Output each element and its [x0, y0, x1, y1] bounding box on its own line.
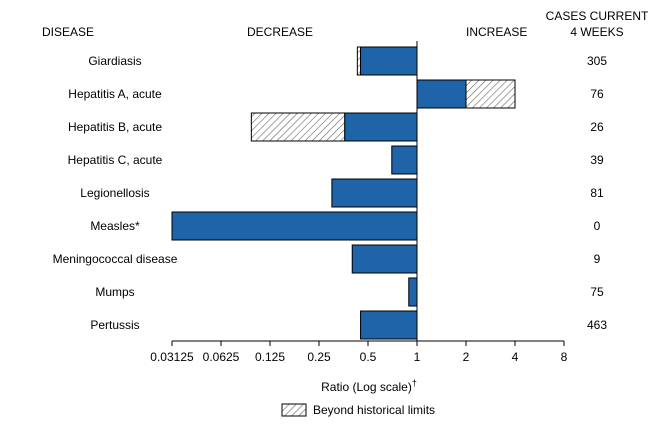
- cases-count: 75: [590, 285, 604, 299]
- category-label: Legionellosis: [80, 186, 149, 200]
- beyond-limits-segment: [465, 79, 516, 109]
- cases-count: 463: [587, 318, 607, 332]
- x-tick-label: 4: [512, 350, 519, 364]
- cases-header-line2: 4 WEEKS: [570, 25, 623, 39]
- increase-header: INCREASE: [466, 25, 527, 39]
- x-tick-label: 1: [414, 350, 421, 364]
- x-tick-label: 2: [463, 350, 470, 364]
- disease-header: DISEASE: [42, 25, 94, 39]
- cases-count: 26: [590, 120, 604, 134]
- x-tick-label: 0.25: [307, 350, 331, 364]
- ratio-bar: [171, 211, 418, 241]
- x-tick-label: 0.0625: [203, 350, 240, 364]
- category-label: Meningococcal disease: [53, 252, 178, 266]
- cases-count: 81: [590, 186, 604, 200]
- cases-count: 76: [590, 87, 604, 101]
- category-label: Giardiasis: [88, 54, 141, 68]
- cases-count: 39: [590, 153, 604, 167]
- ratio-bar: [408, 277, 418, 307]
- category-label: Mumps: [95, 285, 134, 299]
- x-axis: 0.03125 0.0625 0.125 0.25 0.5 1 2 4 8: [150, 41, 568, 364]
- x-tick-label: 8: [561, 350, 568, 364]
- x-axis-title-dagger: †: [412, 378, 417, 388]
- category-label: Hepatitis C, acute: [68, 153, 163, 167]
- beyond-limits-segment: [250, 112, 346, 142]
- category-label: Measles*: [90, 219, 140, 233]
- ratio-bar: [344, 112, 418, 142]
- ratio-bar: [416, 79, 467, 109]
- legend-label: Beyond historical limits: [313, 403, 435, 417]
- cases-count: 0: [594, 219, 601, 233]
- ratio-bar: [331, 178, 418, 208]
- cases-header-line1: CASES CURRENT: [546, 9, 649, 23]
- x-tick-label: 0.03125: [150, 350, 194, 364]
- category-label: Hepatitis B, acute: [68, 120, 162, 134]
- category-label: Pertussis: [90, 318, 139, 332]
- data-rows: Giardiasis 305 Hepatitis A, acute 76 Hepatit…: [53, 46, 607, 340]
- ratio-bar: [391, 145, 418, 175]
- legend-swatch: [281, 403, 307, 417]
- decrease-header: DECREASE: [247, 25, 313, 39]
- ratio-bar: [360, 310, 418, 340]
- cases-count: 9: [594, 252, 601, 266]
- x-tick-label: 0.5: [360, 350, 377, 364]
- x-axis-title: Ratio (Log scale)†: [321, 378, 417, 394]
- ratio-bar: [360, 46, 418, 76]
- ratio-bar: [351, 244, 418, 274]
- x-tick-label: 0.125: [255, 350, 285, 364]
- category-label: Hepatitis A, acute: [68, 87, 162, 101]
- cases-count: 305: [587, 54, 607, 68]
